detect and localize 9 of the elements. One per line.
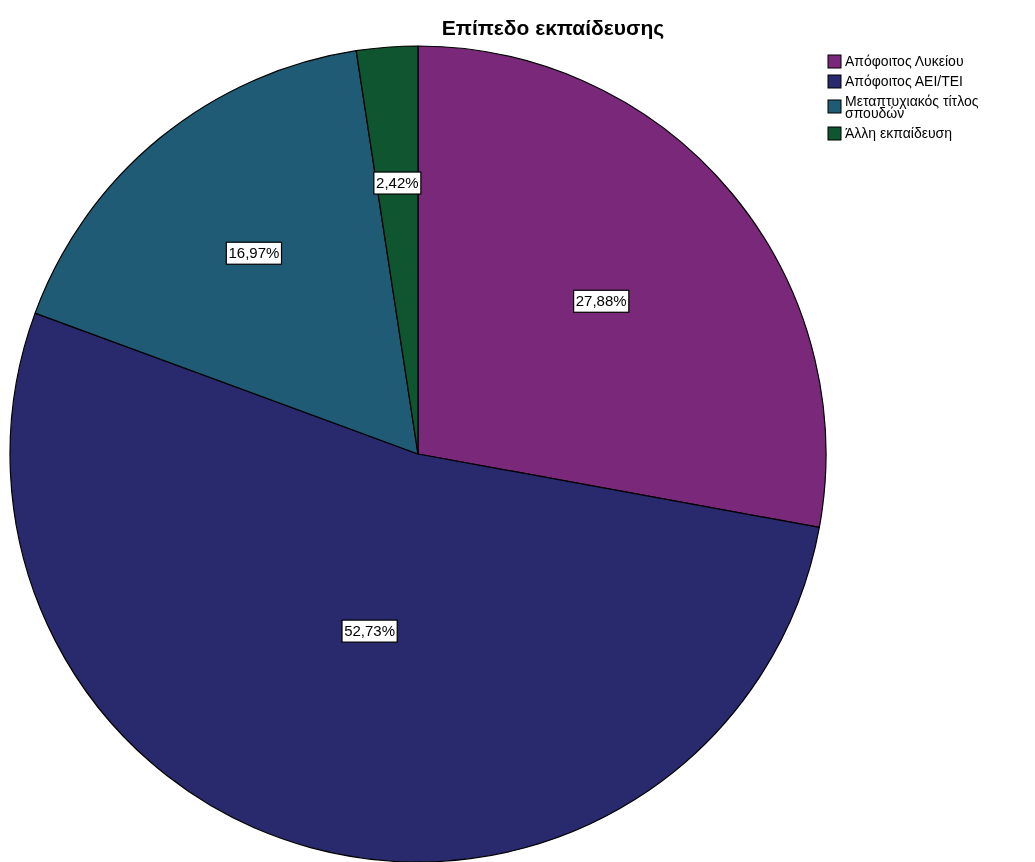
data-label: 2,42% (376, 174, 419, 192)
legend-label: Απόφοιτος ΑΕΙ/ΤΕΙ (845, 73, 963, 89)
chart-title: Επίπεδο εκπαίδευσης (441, 16, 665, 40)
legend-label: Μεταπτυχιακός τίτλος σπουδών (845, 93, 979, 121)
data-label: 16,97% (228, 244, 280, 262)
data-label: 27,88% (575, 292, 627, 310)
legend-label: Άλλη εκπαίδευση (845, 125, 953, 141)
data-label: 52,73% (344, 622, 396, 640)
legend-label: Απόφοιτος Λυκείου (845, 53, 964, 69)
